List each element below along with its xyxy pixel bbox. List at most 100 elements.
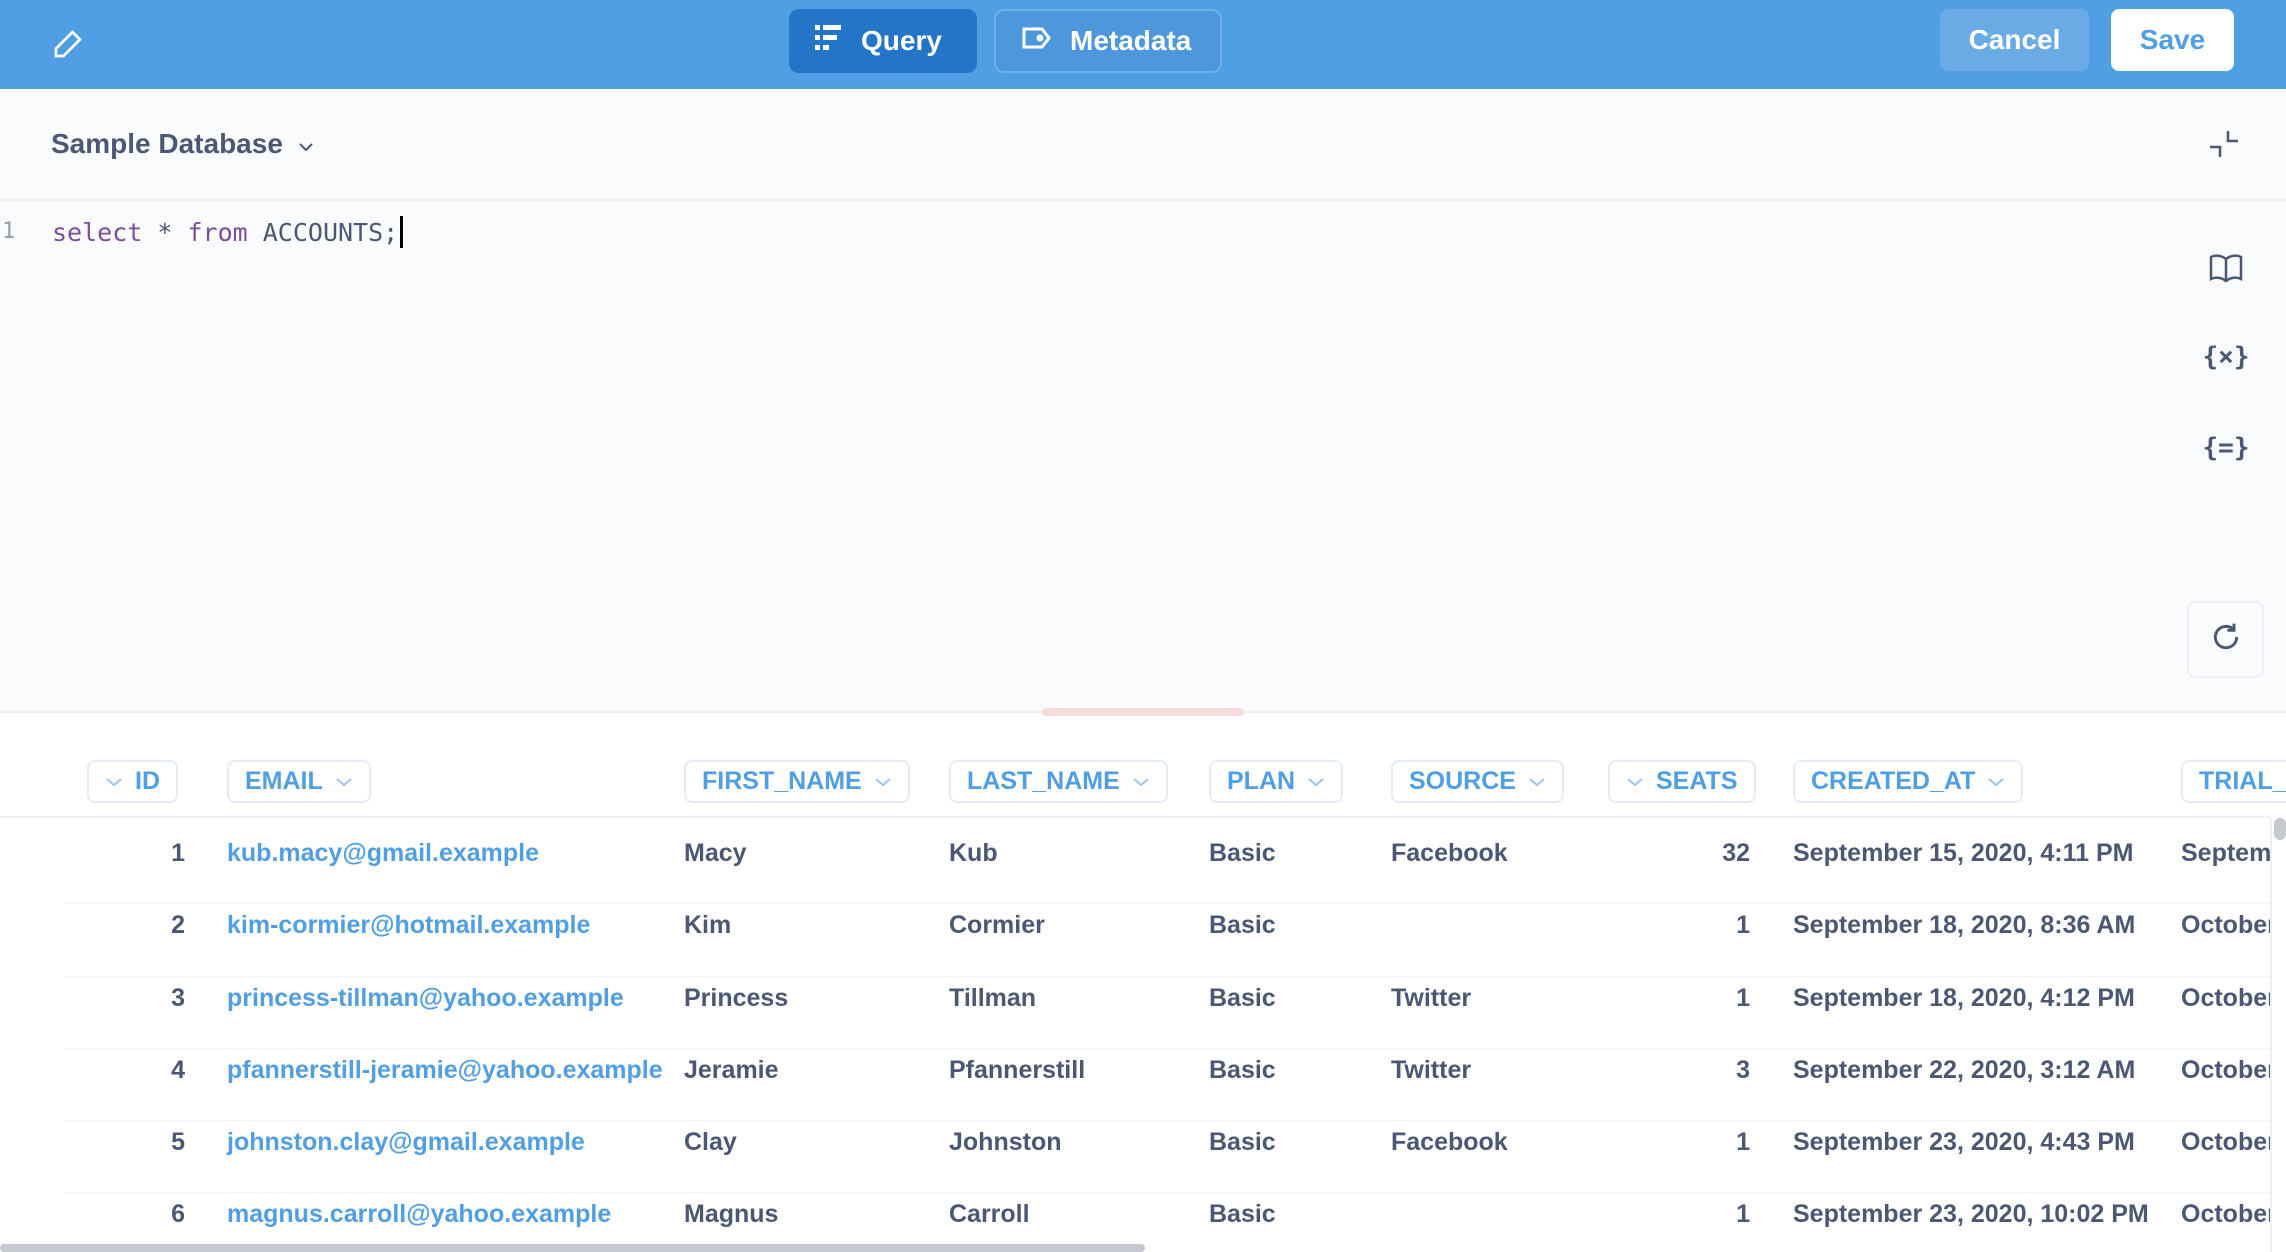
table-cell: Basic [1209,911,1276,939]
table-cell: Cormier [949,911,1045,939]
column-header-seats[interactable]: SEATS [1608,760,1756,803]
table-cell: October [2181,984,2277,1012]
column-header-source[interactable]: SOURCE [1391,760,1564,803]
edit-title-pencil-icon[interactable] [50,26,86,62]
column-header-label: CREATED_AT [1811,767,1976,795]
table-cell: Macy [684,839,747,867]
refresh-icon [2210,621,2242,658]
column-header-last_name[interactable]: LAST_NAME [949,760,1168,803]
sql-code-line[interactable]: select * from ACCOUNTS; [52,216,404,248]
column-header-label: ID [135,767,160,795]
keyword-from: from [187,217,248,247]
chevron-down-icon [1528,776,1546,788]
sql-editor[interactable] [0,201,2286,713]
table-cell: September 15, 2020, 4:11 PM [1793,839,2134,867]
chevron-down-icon [1987,776,2005,788]
table-cell: September 22, 2020, 3:12 AM [1793,1056,2136,1084]
column-header-created_at[interactable]: CREATED_AT [1793,760,2024,803]
book-icon[interactable] [2206,248,2246,288]
refresh-button[interactable] [2187,601,2264,678]
email-link[interactable]: princess-tillman@yahoo.example [227,984,624,1012]
line-number: 1 [2,219,16,244]
database-name: Sample Database [51,128,283,159]
table-cell: 3 [1736,1056,1750,1084]
list-icon [815,24,843,58]
table-cell: 1 [1736,1200,1750,1228]
metadata-tab-button[interactable]: Metadata [994,9,1222,73]
row-divider [64,1048,2270,1049]
column-header-id[interactable]: ID [87,760,178,803]
variable-icon[interactable]: {×} [2202,342,2250,372]
table-cell: Kim [684,911,732,939]
column-header-plan[interactable]: PLAN [1209,760,1344,803]
table-cell: October [2181,911,2277,939]
email-link[interactable]: magnus.carroll@yahoo.example [227,1200,612,1228]
table-cell: 6 [171,1200,185,1228]
email-link[interactable]: pfannerstill-jeramie@yahoo.example [227,1056,663,1084]
table-cell: Facebook [1391,839,1508,867]
column-header-first_name[interactable]: FIRST_NAME [684,760,910,803]
email-link[interactable]: kim-cormier@hotmail.example [227,911,591,939]
column-header-label: SEATS [1656,767,1738,795]
table-cell: 3 [171,984,185,1012]
table-cell: Basic [1209,1200,1276,1228]
divider [0,199,2286,201]
table-cell: September 23, 2020, 10:02 PM [1793,1200,2149,1228]
row-divider [64,1192,2270,1193]
table-cell: 2 [171,911,185,939]
table-cell: Basic [1209,1128,1276,1156]
table-cell: 4 [171,1056,185,1084]
column-header-label: SOURCE [1409,767,1516,795]
horizontal-scrollbar[interactable] [0,1244,1145,1252]
table-cell: Carroll [949,1200,1030,1228]
table-cell: 1 [1736,984,1750,1012]
chevron-down-icon [335,776,353,788]
column-header-label: EMAIL [245,767,323,795]
table-cell: 1 [1736,911,1750,939]
table-cell: 1 [1736,1128,1750,1156]
chevron-down-icon [874,776,892,788]
email-link[interactable]: kub.macy@gmail.example [227,839,540,867]
column-header-label: TRIAL_E [2199,767,2286,795]
column-header-label: LAST_NAME [967,767,1120,795]
table-cell: October [2181,1128,2277,1156]
table-cell: September 18, 2020, 8:36 AM [1793,911,2136,939]
code-star: * [142,217,188,247]
table-cell: Princess [684,984,789,1012]
table-cell: Clay [684,1128,737,1156]
table-cell: 5 [171,1128,185,1156]
table-cell: October [2181,1056,2277,1084]
chevron-down-icon [1626,776,1644,788]
table-cell: Kub [949,839,998,867]
vertical-scrollbar-thumb[interactable] [2274,818,2286,840]
table-cell: Facebook [1391,1128,1508,1156]
header-divider [0,816,2270,818]
table-cell: Twitter [1391,1056,1472,1084]
query-tab-button[interactable]: Query [789,9,977,73]
collapse-editor-icon[interactable] [2206,127,2242,168]
column-header-trial_e[interactable]: TRIAL_E [2181,760,2286,803]
table-cell: Pfannerstill [949,1056,1086,1084]
chevron-down-icon [297,128,315,160]
table-cell: 32 [1722,839,1750,867]
snippet-icon[interactable]: {=} [2202,433,2250,463]
chevron-down-icon [1132,776,1150,788]
row-divider [64,903,2270,904]
keyword-select: select [52,217,143,247]
cancel-button[interactable]: Cancel [1940,9,2089,71]
table-cell: 1 [171,839,185,867]
save-button[interactable]: Save [2111,9,2234,71]
query-label: Query [861,25,942,56]
column-header-email[interactable]: EMAIL [227,760,371,803]
database-picker[interactable]: Sample Database [51,128,315,160]
table-cell: Basic [1209,984,1276,1012]
row-divider [64,976,2270,977]
email-link[interactable]: johnston.clay@gmail.example [227,1128,585,1156]
metadata-label: Metadata [1070,25,1192,56]
chevron-down-icon [105,776,123,788]
row-divider [64,1120,2270,1121]
table-cell: September 18, 2020, 4:12 PM [1793,984,2135,1012]
table-cell: September 23, 2020, 4:43 PM [1793,1128,2135,1156]
vertical-scrollbar[interactable] [2270,818,2286,1252]
resize-handle[interactable] [1042,708,1244,716]
